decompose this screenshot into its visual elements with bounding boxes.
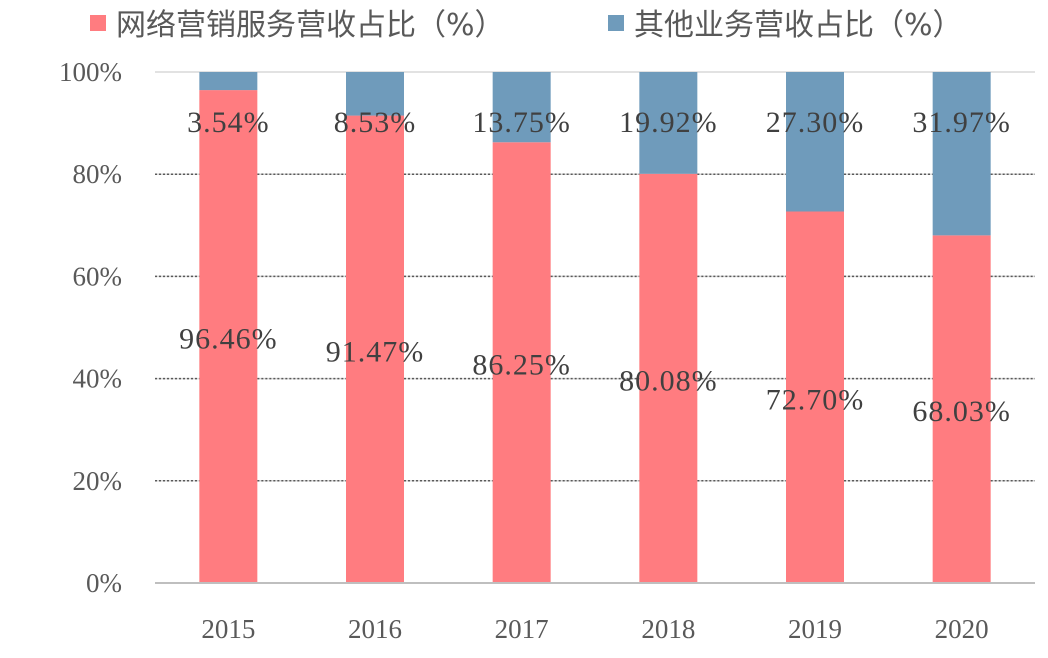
bar-0-2019	[786, 211, 844, 584]
x-tick-label: 2015	[201, 614, 255, 644]
legend-swatch-0	[90, 15, 106, 31]
data-label-top: 27.30%	[766, 106, 865, 139]
legend-label-0: 网络营销服务营收占比（%）	[116, 8, 505, 43]
bar-1-2016	[346, 72, 404, 116]
data-label-bottom: 86.25%	[472, 349, 571, 382]
y-tick-label: 20%	[73, 466, 123, 496]
data-label-top: 3.54%	[187, 106, 270, 139]
bar-1-2017	[492, 72, 551, 143]
data-label-top: 13.75%	[472, 106, 571, 139]
bar-1-2018	[639, 72, 698, 174]
data-labels: 3.54% 96.46% 8.53% 91.47% 13.75% 86.25% 19.92%…	[179, 106, 1011, 428]
bar-0-2020	[932, 235, 991, 583]
y-tick-label: 40%	[73, 364, 123, 394]
bar-0-2018	[639, 173, 698, 583]
data-label-top: 31.97%	[912, 106, 1011, 139]
bar-0-2015	[199, 90, 258, 583]
bar-1-2019	[786, 72, 844, 212]
y-tick-label: 80%	[73, 159, 123, 189]
data-label-bottom: 96.46%	[179, 323, 278, 356]
bar-1-2020	[932, 72, 991, 236]
data-label-top: 8.53%	[334, 106, 417, 139]
legend-label-1: 其他业务营收占比（%）	[634, 8, 963, 43]
legend: 网络营销服务营收占比（%） 其他业务营收占比（%）	[90, 8, 963, 43]
data-label-bottom: 72.70%	[766, 383, 865, 416]
y-tick-label: 60%	[73, 261, 123, 291]
data-label-top: 19.92%	[619, 106, 718, 139]
data-label-bottom: 91.47%	[326, 335, 425, 368]
data-label-bottom: 80.08%	[619, 364, 718, 397]
bar-0-2016	[346, 115, 404, 583]
axes: 0% 20% 40% 60% 80% 100% 2015 2016 2017 2018 2019 20…	[59, 57, 1035, 644]
y-tick-label: 0%	[86, 568, 122, 598]
bar-0-2017	[492, 142, 551, 583]
x-tick-label: 2017	[495, 614, 549, 644]
x-tick-label: 2016	[348, 614, 402, 644]
bars	[199, 72, 991, 584]
x-tick-label: 2019	[788, 614, 842, 644]
x-tick-label: 2018	[641, 614, 695, 644]
gridlines	[155, 71, 1035, 482]
legend-swatch-1	[608, 15, 624, 31]
data-label-bottom: 68.03%	[912, 395, 1011, 428]
bar-1-2015	[199, 72, 258, 91]
y-tick-label: 100%	[59, 57, 122, 87]
x-tick-label: 2020	[935, 614, 989, 644]
